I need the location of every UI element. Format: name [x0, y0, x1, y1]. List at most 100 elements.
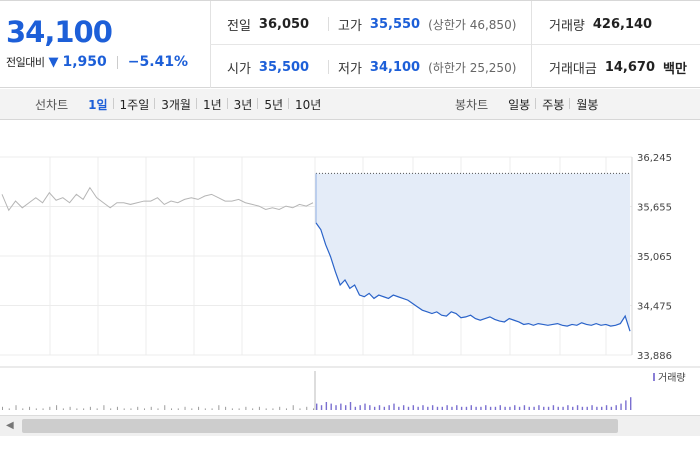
volume-bar: [388, 405, 390, 410]
volume-bar: [572, 406, 574, 410]
volume-bar: [499, 405, 501, 410]
volume-bar: [299, 408, 301, 410]
prev-close-value: 36,050: [258, 17, 310, 32]
low-price: 저가 34,100 (하한가 25,250): [338, 58, 516, 77]
tab-3y[interactable]: 3년: [226, 96, 259, 113]
chart-scrollbar[interactable]: ◀: [0, 415, 700, 436]
amount-value: 14,670: [604, 60, 656, 75]
volume-bar: [509, 406, 511, 410]
trade-amount: 거래대금 14,670 백만: [549, 58, 687, 77]
volume-bar: [427, 406, 429, 410]
volume-bar: [292, 405, 294, 410]
volume-bar: [35, 408, 37, 410]
volume-bar: [398, 406, 400, 410]
volume-bar: [422, 405, 424, 410]
volume-bar: [485, 405, 487, 410]
volume-bar: [171, 408, 173, 410]
tab-3m[interactable]: 3개월: [154, 96, 197, 113]
volume-bar: [378, 405, 381, 410]
tab-10y[interactable]: 10년: [288, 96, 327, 113]
volume-bar: [364, 403, 366, 410]
volume-bar: [218, 405, 220, 410]
volume-bar: [470, 405, 472, 410]
open-label: 시가: [227, 62, 251, 77]
volume-bar: [446, 405, 448, 410]
volume-bar: [137, 406, 139, 410]
volume-bar: [349, 402, 352, 410]
volume-legend-swatch: [653, 373, 655, 381]
volume-bar: [601, 406, 603, 410]
volume-bar: [150, 406, 152, 410]
price-chart[interactable]: 36,245 35,655 35,065 34,475 33,886 거래량: [0, 120, 700, 410]
volume-value: 426,140: [592, 17, 653, 32]
high-price: 고가 35,550 (상한가 46,850): [338, 15, 516, 34]
volume-bar: [436, 406, 439, 410]
volume-bar: [76, 408, 78, 410]
volume-bar: [211, 408, 213, 410]
y-tick-label: 35,065: [637, 252, 672, 263]
y-tick-label: 34,475: [637, 302, 672, 313]
volume-bar: [69, 406, 71, 410]
prev-close: 전일 36,050: [227, 15, 309, 34]
volume-bar: [557, 406, 559, 410]
volume-bar: [335, 405, 337, 410]
tab-1w[interactable]: 1주일: [112, 96, 156, 113]
volume-bar: [198, 406, 200, 410]
volume-bar: [306, 406, 308, 410]
volume-bar: [431, 405, 434, 410]
low-value: 34,100: [369, 60, 421, 75]
volume-bar: [393, 403, 395, 410]
change-percent: −5.41%: [127, 54, 189, 70]
low-label: 저가: [338, 62, 362, 77]
volume-bar: [547, 406, 550, 410]
volume-bar: [586, 406, 588, 410]
volume-bar: [373, 406, 376, 410]
volume-bar: [615, 405, 617, 410]
high-value: 35,550: [369, 17, 421, 32]
volume-bar: [504, 406, 506, 410]
upper-limit: (상한가 46,850): [428, 18, 517, 32]
volume: 거래량 426,140: [549, 15, 652, 34]
volume-bar: [596, 406, 598, 410]
volume-bar: [204, 408, 206, 410]
volume-bar: [231, 408, 233, 410]
volume-bar: [383, 406, 386, 410]
volume-bar: [279, 406, 281, 410]
tab-1d[interactable]: 1일: [88, 97, 108, 112]
volume-bar: [330, 403, 332, 410]
volume-bar: [630, 397, 632, 410]
volume-bar: [460, 406, 463, 410]
volume-bar: [184, 406, 186, 410]
volume-bar: [8, 408, 10, 410]
volume-bar: [15, 405, 17, 410]
tab-weekly[interactable]: 주봉: [535, 96, 570, 113]
high-label: 고가: [338, 19, 362, 34]
volume-bar: [285, 408, 287, 410]
chart-period-tabs: 선차트 1일 1주일 3개월 1년 3년 5년 10년 봉차트 일봉 주봉 월봉: [0, 89, 700, 120]
volume-bar: [369, 405, 371, 410]
volume-bar: [412, 405, 415, 410]
volume-bar: [252, 408, 254, 410]
volume-bar: [518, 406, 521, 410]
volume-bar: [407, 406, 410, 410]
tab-5y[interactable]: 5년: [257, 96, 289, 113]
volume-bar: [265, 408, 267, 410]
change-label: 전일대비: [6, 56, 45, 69]
scroll-left-icon[interactable]: ◀: [6, 420, 14, 431]
volume-bar: [359, 405, 361, 410]
divider: [328, 17, 329, 31]
volume-bar: [441, 406, 443, 410]
amount-label: 거래대금: [549, 62, 597, 77]
scroll-thumb[interactable]: [22, 419, 618, 433]
volume-bar: [543, 406, 545, 410]
volume-bar: [340, 403, 342, 410]
price-summary: 34,100 전일대비 ▼ 1,950 −5.41%: [0, 1, 211, 88]
open-value: 35,500: [258, 60, 310, 75]
prev-close-label: 전일: [227, 19, 251, 34]
volume-bar: [538, 405, 540, 410]
tab-daily[interactable]: 일봉: [508, 97, 531, 112]
volume-bar: [238, 408, 240, 410]
tab-monthly[interactable]: 월봉: [569, 96, 604, 113]
open-price: 시가 35,500: [227, 58, 309, 77]
tab-1y[interactable]: 1년: [195, 96, 228, 113]
